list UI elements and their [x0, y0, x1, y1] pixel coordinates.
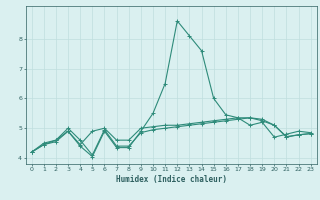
X-axis label: Humidex (Indice chaleur): Humidex (Indice chaleur) — [116, 175, 227, 184]
